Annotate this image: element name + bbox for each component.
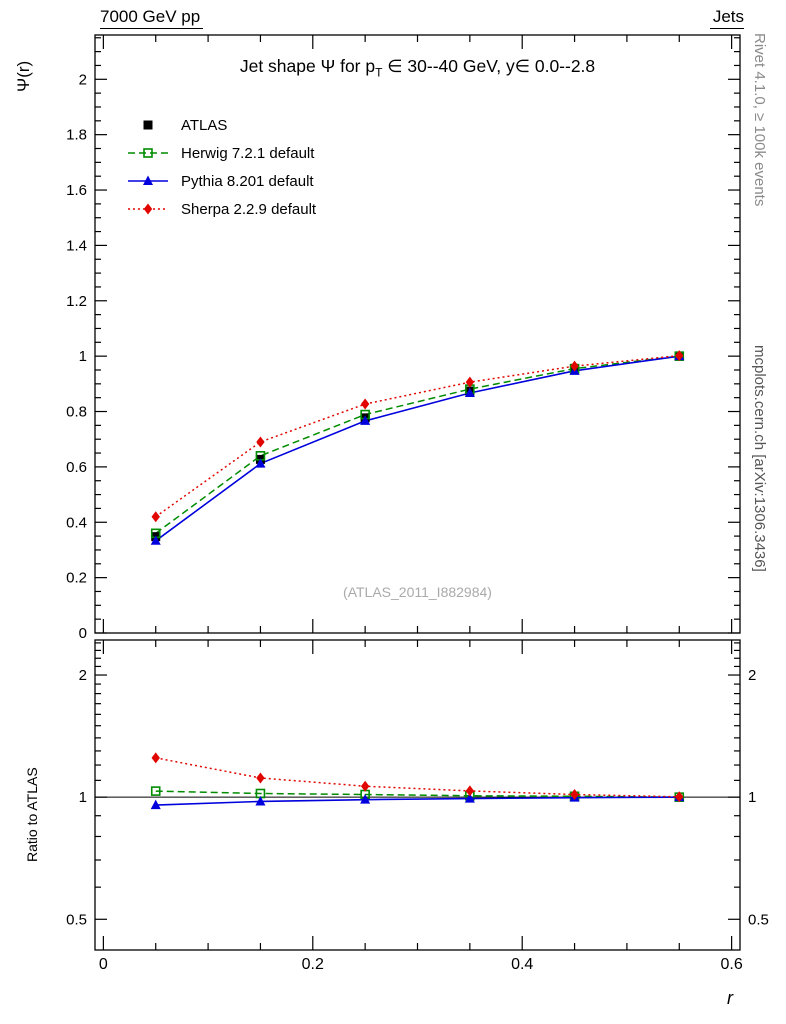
legend-label: ATLAS [181,117,227,134]
marker-triangle [143,175,153,185]
tick-label: 0.4 [66,514,87,531]
marker-square-open [150,786,161,796]
marker-diamond [675,350,684,362]
plot-title-pre: Jet shape Ψ for p [239,56,376,76]
tick-label: 1 [748,789,756,806]
marker-triangle [360,794,371,804]
tick-label: 0.6 [66,459,87,476]
series-line-pythia-8-201-default [155,355,680,542]
marker-diamond [360,780,370,792]
tick-label: 0.8 [66,404,87,421]
legend-label: Herwig 7.2.1 default [181,145,315,162]
tick-label: 0.5 [66,911,87,928]
tick-label: 2 [748,667,756,684]
marker-diamond [143,203,153,215]
mcplots-reference-note: mcplots.cern.ch [arXiv:1306.3436] [751,345,768,572]
tick-label: 1.2 [66,293,87,310]
marker-diamond [256,436,265,448]
series-markers-herwig-7-2-1-default [150,351,685,539]
marker-square-filled [143,120,153,130]
legend-label: Pythia 8.201 default [181,173,314,190]
analysis-id-watermark: (ATLAS_2011_I882984) [343,584,492,600]
x-axis-label: r [727,988,733,1008]
marker-diamond [151,752,160,764]
tick-label: 2 [79,71,87,88]
marker-triangle [150,535,161,545]
legend: ATLAS Herwig 7.2.1 default Pythia 8.201 de… [128,117,317,218]
legend-item-sherpa-2-2-9-default: Sherpa 2.2.9 default [128,201,317,218]
marker-triangle [255,795,266,806]
tick-labels: 0 0.2 0.4 0.6 0.8 1 1.2 1.4 1.6 1.8 2 0.5 0.5 1 1 2 2 0 0.… [66,71,769,973]
marker-diamond [675,791,684,803]
marker-diamond [256,772,265,784]
tick-label: 2 [79,667,87,684]
beam-energy-label: 7000 GeV pp [100,7,204,29]
tick-label: 0 [99,956,108,973]
legend-label: Sherpa 2.2.9 default [181,201,317,218]
plot-title: Jet shape Ψ for pT ∈ 30--40 GeV, y∈ 0.0-… [95,56,740,80]
tick-label: 1 [79,789,87,806]
ratio-frame [94,639,741,951]
marker-diamond [465,376,475,388]
y-axis-label-ratio: Ratio to ATLAS [24,767,40,862]
marker-triangle [464,387,475,397]
tick-label: 0.2 [66,570,87,587]
plot-title-sub: T [375,65,383,80]
tick-label: 0.4 [511,956,533,973]
marker-diamond [360,398,370,410]
rivet-version-note: Rivet 4.1.0, ≥ 100k events [751,33,768,207]
series-markers-atlas [151,351,684,542]
series-line-sherpa-2-2-9-default [155,354,680,518]
series-markers-pythia-8-201-default [150,350,685,545]
tick-label: 0.5 [748,911,769,928]
marker-diamond [151,511,160,523]
legend-item-herwig-7-2-1-default: Herwig 7.2.1 default [128,145,315,162]
tick-label: 1 [79,348,87,365]
tick-label: 1.6 [66,182,87,199]
tick-label: 1.8 [66,127,87,144]
analysis-group-label: Jets [709,7,744,29]
marker-triangle [464,793,475,803]
marker-diamond [465,785,475,797]
tick-label: 0.6 [720,956,742,973]
marker-triangle [360,415,371,425]
tick-label: 0.2 [302,956,324,973]
series-markers-sherpa-2-2-9-default [151,350,684,523]
ratio-series-sherpa-2-2-9-default [151,752,684,803]
series-line-herwig-7-2-1-default [155,355,680,534]
axis-ticks [95,35,740,950]
marker-diamond [570,789,579,801]
marker-diamond [570,360,579,372]
y-axis-label-main: Ψ(r) [14,60,33,92]
plot-title-post: ∈ 30--40 GeV, y∈ 0.0--2.8 [382,56,596,76]
legend-item-atlas: ATLAS [143,117,227,134]
legend-item-pythia-8-201-default: Pythia 8.201 default [128,173,314,190]
tick-label: 1.4 [66,237,87,254]
marker-triangle [255,458,266,468]
marker-square-open [143,148,153,158]
ratio-series-pythia-8-201-default [150,791,685,810]
tick-label: 0 [79,625,87,642]
marker-triangle [150,799,161,810]
